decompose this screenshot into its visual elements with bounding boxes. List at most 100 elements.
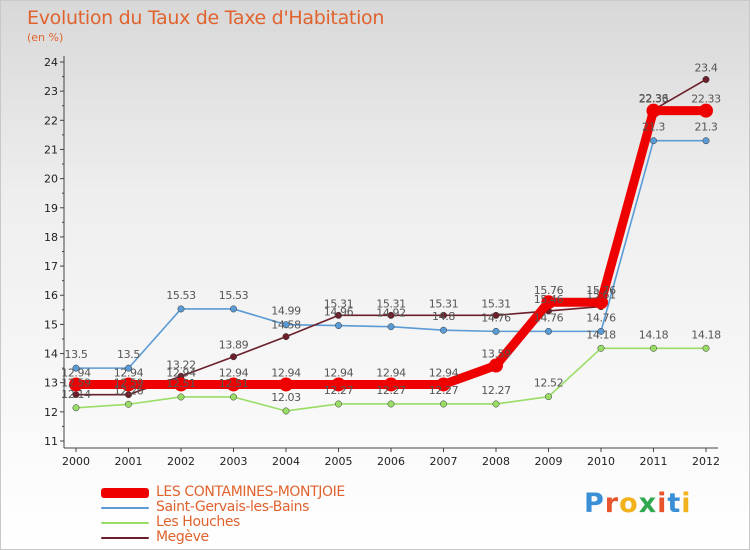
- data-point-meg-ve: [492, 311, 500, 319]
- data-label: 15.31: [481, 297, 511, 310]
- y-tick-label: 15: [44, 318, 58, 331]
- data-point-les-contamines-montjoie: [436, 377, 451, 392]
- x-tick-label: 2009: [535, 455, 563, 468]
- data-point-meg-ve: [72, 391, 80, 399]
- legend-swatch: [101, 536, 149, 539]
- x-tick-label: 2002: [167, 455, 195, 468]
- data-point-les-houches: [335, 400, 342, 408]
- data-label: 14.18: [639, 328, 669, 341]
- x-tick-label: 2003: [220, 455, 248, 468]
- data-label: 15.53: [166, 289, 196, 302]
- y-tick-label: 13: [44, 377, 58, 390]
- data-point-les-contamines-montjoie: [489, 358, 503, 373]
- y-tick-label: 11: [44, 435, 58, 448]
- data-label: 12.27: [376, 384, 406, 397]
- y-tick-label: 19: [44, 202, 58, 215]
- data-label: 15.53: [219, 289, 249, 302]
- data-point-les-houches: [597, 344, 605, 352]
- x-tick-label: 2004: [272, 455, 300, 468]
- data-point-les-contamines-montjoie: [541, 295, 556, 310]
- data-point-les-houches: [545, 393, 552, 401]
- proxiti-logo: Proxiti: [584, 488, 692, 519]
- y-tick-label: 24: [44, 56, 58, 69]
- data-label: 12.94: [376, 366, 406, 379]
- data-point-saint-gervais-les-bains: [387, 323, 395, 331]
- x-tick-label: 2005: [325, 455, 353, 468]
- data-label: 14.18: [586, 328, 616, 341]
- series-lines: [69, 76, 713, 415]
- data-point-les-contamines-montjoie: [594, 295, 608, 310]
- data-point-les-contamines-montjoie: [226, 377, 241, 392]
- data-label: 12.59: [61, 377, 91, 390]
- data-label: 21.3: [695, 121, 718, 134]
- data-point-les-houches: [72, 404, 80, 412]
- data-point-les-contamines-montjoie: [174, 377, 188, 392]
- data-label: 12.51: [219, 377, 249, 390]
- data-label: 12.94: [271, 366, 301, 379]
- data-label: 23.4: [695, 61, 718, 74]
- data-point-les-contamines-montjoie: [699, 103, 713, 118]
- data-label: 21.3: [642, 121, 665, 134]
- x-tick-label: 2007: [430, 455, 458, 468]
- x-tick-label: 2012: [692, 455, 720, 468]
- data-point-saint-gervais-les-bains: [72, 364, 80, 372]
- data-point-les-houches: [125, 400, 132, 408]
- data-point-les-houches: [440, 400, 447, 408]
- data-point-les-houches: [492, 400, 500, 408]
- data-label: 14.76: [534, 311, 564, 324]
- series-line-les-contamines-montjoie: [71, 106, 711, 389]
- data-label: 12.94: [429, 366, 459, 379]
- data-label: 14.76: [586, 311, 616, 324]
- data-point-saint-gervais-les-bains: [702, 137, 710, 145]
- data-point-saint-gervais-les-bains: [545, 327, 552, 335]
- legend-item: LES CONTAMINES-MONTJOIE: [101, 484, 481, 500]
- y-tick-label: 12: [44, 406, 58, 419]
- y-tick-label: 20: [44, 173, 58, 186]
- axes: 11 12 13 14 15 16 17 18 19 20 21 22 23 24 2000 2001 2002…: [44, 56, 720, 468]
- data-point-les-houches: [230, 393, 237, 401]
- data-label: 15.76: [534, 284, 564, 297]
- data-label: 22.33: [691, 93, 721, 106]
- data-point-les-contamines-montjoie: [646, 103, 661, 118]
- data-label: 12.59: [114, 377, 144, 390]
- data-point-meg-ve: [282, 333, 290, 341]
- data-label: 22.36: [639, 92, 669, 105]
- x-tick-label: 2008: [482, 455, 510, 468]
- legend-swatch: [101, 521, 149, 524]
- data-label: 13.59: [481, 347, 511, 360]
- data-labels: 12.14 12.26 12.51 12.51 12.03 12.27 12.27 12.27…: [61, 61, 721, 403]
- x-tick-label: 2006: [377, 455, 405, 468]
- data-label: 12.27: [481, 384, 511, 397]
- data-point-saint-gervais-les-bains: [492, 327, 500, 335]
- data-point-les-contamines-montjoie: [69, 377, 83, 392]
- data-point-les-contamines-montjoie: [331, 377, 346, 392]
- legend-label: Les Houches: [156, 514, 240, 530]
- data-point-les-contamines-montjoie: [384, 377, 398, 392]
- data-label: 15.31: [429, 297, 459, 310]
- chart-title: Evolution du Taux de Taxe d'Habitation: [27, 7, 385, 29]
- data-label: 13.5: [65, 348, 88, 361]
- legend: LES CONTAMINES-MONTJOIE Saint-Gervais-les…: [101, 484, 481, 545]
- data-point-les-houches: [282, 407, 290, 415]
- data-label: 12.27: [324, 384, 354, 397]
- data-point-saint-gervais-les-bains: [597, 327, 605, 335]
- data-point-saint-gervais-les-bains: [230, 305, 237, 313]
- data-point-les-contamines-montjoie: [121, 377, 136, 392]
- legend-item: Saint-Gervais-les-Bains: [101, 499, 481, 515]
- x-tick-label: 2010: [587, 455, 615, 468]
- data-label: 14.8: [432, 310, 455, 323]
- legend-item: Les Houches: [101, 514, 481, 530]
- data-label: 14.99: [271, 305, 301, 318]
- data-label: 12.94: [219, 366, 249, 379]
- legend-label: Saint-Gervais-les-Bains: [156, 499, 309, 515]
- data-label: 12.52: [534, 377, 564, 390]
- legend-label: LES CONTAMINES-MONTJOIE: [156, 484, 345, 500]
- data-point-saint-gervais-les-bains: [335, 322, 342, 330]
- data-label: 12.51: [166, 377, 196, 390]
- y-tick-label: 22: [44, 114, 58, 127]
- data-point-saint-gervais-les-bains: [125, 364, 132, 372]
- data-point-les-houches: [650, 344, 657, 352]
- data-point-meg-ve: [440, 311, 447, 319]
- data-label: 12.94: [324, 366, 354, 379]
